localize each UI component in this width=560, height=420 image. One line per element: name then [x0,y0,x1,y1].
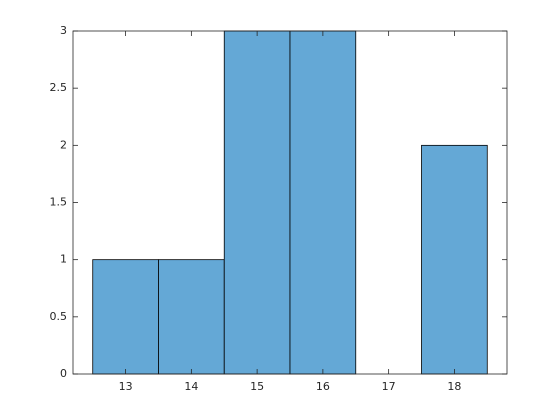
y-tick-label: 2 [60,138,67,151]
bar [158,259,225,375]
x-tick-label: 17 [382,380,396,393]
y-tick-label: 1.5 [50,196,68,209]
bar [421,144,488,375]
bar [289,30,357,375]
x-tick-label: 16 [316,380,330,393]
y-tick-label: 2.5 [50,81,68,94]
bar [223,30,291,375]
bar [92,259,159,375]
x-tick-label: 13 [119,380,133,393]
y-tick-label: 1 [60,253,67,266]
y-tick-label: 0 [60,367,67,380]
y-tick-label: 0.5 [50,310,68,323]
x-tick-label: 18 [447,380,461,393]
x-tick-label: 15 [250,380,264,393]
y-tick-label: 3 [60,24,67,37]
x-tick-label: 14 [184,380,198,393]
